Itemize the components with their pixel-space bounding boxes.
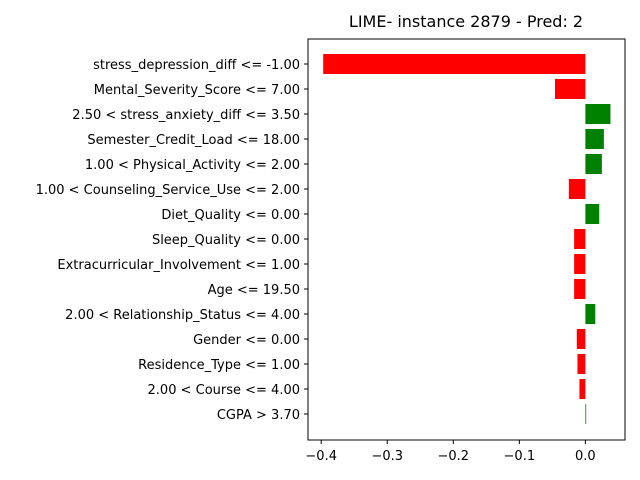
x-tick-label: −0.3 xyxy=(371,449,403,464)
y-tick-label: 1.00 < Physical_Activity <= 2.00 xyxy=(85,158,300,173)
x-tick-label: −0.1 xyxy=(504,449,536,464)
y-tick-label: CGPA > 3.70 xyxy=(217,408,300,423)
y-tick-label: Gender <= 0.00 xyxy=(193,333,300,348)
bar xyxy=(579,379,586,399)
y-tick-label: 2.00 < Relationship_Status <= 4.00 xyxy=(65,308,300,323)
x-ticks: −0.4 −0.3 −0.2 −0.1 0.0 xyxy=(305,440,596,464)
y-tick-label: Semester_Credit_Load <= 18.00 xyxy=(87,133,300,148)
bar xyxy=(574,254,586,274)
y-tick-label: stress_depression_diff <= -1.00 xyxy=(93,58,300,73)
x-tick-label: −0.2 xyxy=(438,449,470,464)
y-tick-label: Diet_Quality <= 0.00 xyxy=(161,208,300,223)
plot-frame xyxy=(307,38,626,441)
bars-group xyxy=(323,54,611,424)
y-tick-label: Extracurricular_Involvement <= 1.00 xyxy=(57,258,300,273)
y-tick-label: Sleep_Quality <= 0.00 xyxy=(152,233,300,248)
bar xyxy=(585,104,611,124)
y-tick-label: Mental_Severity_Score <= 7.00 xyxy=(94,83,300,98)
y-tick-label: 2.00 < Course <= 4.00 xyxy=(148,383,300,398)
bar xyxy=(585,304,596,324)
bar xyxy=(585,154,602,174)
y-tick-label: Residence_Type <= 1.00 xyxy=(138,358,300,373)
bar xyxy=(585,204,600,224)
x-tick-label: −0.4 xyxy=(305,449,337,464)
bar xyxy=(568,179,586,199)
y-tick-label: 1.00 < Counseling_Service_Use <= 2.00 xyxy=(36,183,300,198)
bar xyxy=(585,404,587,424)
y-tick-label: 2.50 < stress_anxiety_diff <= 3.50 xyxy=(72,108,300,123)
bar xyxy=(574,279,586,299)
y-tick-label: Age <= 19.50 xyxy=(208,283,300,298)
bar xyxy=(574,229,586,249)
bar xyxy=(323,54,586,74)
bar xyxy=(576,329,586,349)
x-tick-label: 0.0 xyxy=(575,449,596,464)
bar xyxy=(585,129,604,149)
bar xyxy=(577,354,586,374)
chart-title: LIME- instance 2879 - Pred: 2 xyxy=(349,12,583,31)
bar xyxy=(554,79,586,99)
y-tick-labels: stress_depression_diff <= -1.00 Mental_Se… xyxy=(36,58,308,423)
